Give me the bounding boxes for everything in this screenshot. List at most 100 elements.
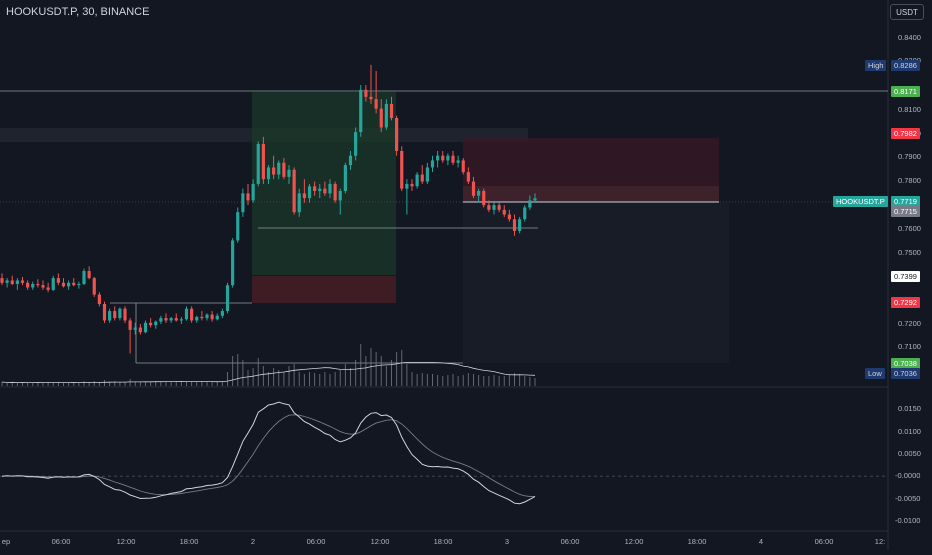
volume-bar [478, 375, 480, 386]
candle-body [113, 311, 117, 319]
time-tick-label: 06:00 [306, 537, 326, 546]
volume-bar [11, 382, 13, 386]
candle-body [20, 280, 25, 283]
volume-bar [519, 374, 521, 386]
volume-bar [452, 374, 454, 386]
volume-bar [114, 381, 116, 386]
volume-bar [288, 366, 290, 386]
volume-bar [329, 374, 331, 386]
candle-body [0, 278, 4, 283]
symbol-price-tag: HOOKUSDT.P [833, 196, 888, 207]
volume-bar [529, 377, 531, 386]
candle-body [205, 314, 209, 319]
time-tick-label: 12: [874, 537, 886, 546]
volume-bar [83, 381, 85, 386]
candle-body [210, 314, 214, 320]
long-position-loss-zone [252, 276, 396, 303]
volume-bar [488, 376, 490, 386]
volume-bar [319, 374, 321, 386]
candle-body [420, 174, 424, 182]
volume-bar [129, 379, 131, 386]
volume-bar [365, 356, 367, 386]
candle-body [523, 207, 527, 220]
volume-bar [432, 374, 433, 386]
candle-body [395, 118, 399, 151]
volume-bar [396, 352, 398, 386]
candle-body [328, 183, 332, 194]
symbol-title[interactable]: HOOKUSDT.P, 30, BINANCE [6, 6, 150, 18]
candle-body [102, 303, 107, 321]
candle-body [359, 89, 363, 133]
candle-body [261, 143, 265, 180]
volume-bar [467, 373, 469, 386]
candle-body [379, 108, 383, 128]
candle-body [456, 160, 460, 163]
volume-bar [139, 382, 141, 386]
candle-body [461, 160, 465, 173]
candle-body [507, 214, 511, 220]
candle-body [436, 155, 440, 161]
currency-button[interactable]: USDT [890, 4, 924, 20]
price-tick-label: 0.7100 [898, 342, 921, 351]
candle-body [118, 308, 122, 319]
volume-bar [355, 360, 357, 386]
volume-ma-line [1, 362, 536, 384]
candle-body [297, 193, 301, 213]
price-tick-label: 0.7800 [898, 176, 921, 185]
volume-bar [298, 372, 300, 386]
volume-bar [160, 382, 162, 386]
candle-body [231, 240, 235, 286]
price-tick-label: 0.7900 [898, 152, 921, 161]
candle-body [354, 132, 358, 156]
candle-body [143, 322, 148, 333]
volume-bar [411, 372, 413, 386]
volume-bar [237, 354, 239, 386]
candle-body [184, 308, 189, 320]
volume-bar [93, 381, 95, 386]
candle-body [108, 311, 112, 321]
candle-body [333, 183, 337, 201]
volume-bar [262, 366, 264, 386]
low-tag: Low [865, 368, 885, 379]
candle-body [10, 280, 14, 284]
candle-body [441, 155, 445, 161]
volume-bar [334, 372, 336, 386]
candle-body [72, 282, 76, 286]
time-tick-label: 12:00 [624, 537, 644, 546]
candle-body [446, 155, 450, 161]
volume-bar [155, 381, 157, 386]
volume-bar [47, 382, 49, 386]
volume-bar [73, 382, 75, 386]
volume-bar [88, 382, 90, 386]
candle-body [31, 283, 35, 288]
volume-bar [170, 382, 172, 386]
candle-body [466, 172, 470, 182]
candle-body [292, 169, 296, 213]
candle-body [415, 174, 419, 187]
volume-bar [242, 360, 244, 386]
volume-bar [57, 382, 59, 386]
candle-body [518, 219, 522, 232]
candle-body [477, 191, 481, 196]
candle-body [190, 308, 194, 321]
volume-bar [314, 373, 316, 386]
candle-body [410, 183, 414, 187]
volume-bar [380, 356, 382, 386]
volume-bar [165, 382, 167, 386]
volume-bar [498, 376, 500, 386]
candle-body [389, 103, 394, 119]
candle-body [26, 282, 30, 288]
candle-body [502, 209, 506, 215]
candle-body [430, 160, 435, 168]
volume-bar [324, 372, 326, 386]
candle-body [512, 219, 517, 232]
time-tick-label: 06:00 [814, 537, 834, 546]
short-entry-zone [463, 186, 719, 202]
candle-body [451, 155, 455, 163]
price-tick-label: 0.8100 [898, 105, 921, 114]
candle-body [195, 316, 199, 321]
volume-bar [283, 372, 285, 386]
oscillator-signal-line [1, 414, 535, 497]
